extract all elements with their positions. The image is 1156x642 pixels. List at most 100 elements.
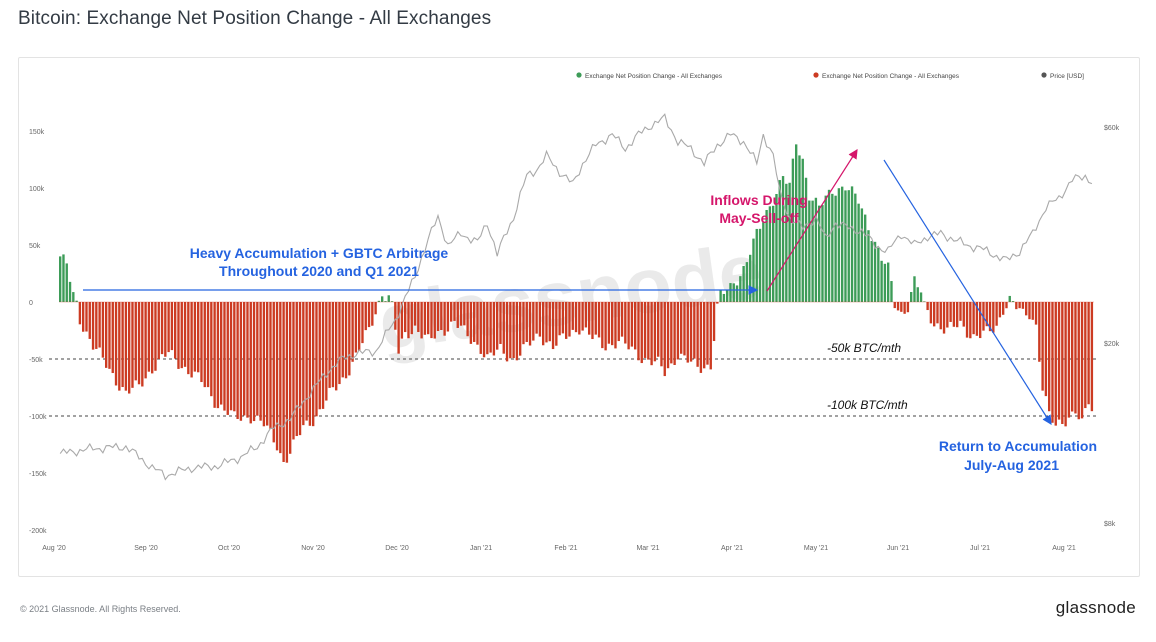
bar-98 <box>381 296 384 302</box>
bar-68 <box>282 302 285 462</box>
bar-21 <box>128 302 131 394</box>
bar-94 <box>367 302 371 328</box>
bar-107 <box>410 302 413 335</box>
bar-188 <box>676 302 680 360</box>
bar-232 <box>821 205 824 302</box>
bar-278 <box>972 302 975 335</box>
bar-269 <box>942 302 946 334</box>
bar-4 <box>72 292 75 302</box>
legend-marker-1 <box>813 72 819 78</box>
bar-282 <box>985 302 988 327</box>
bar-166 <box>604 302 607 351</box>
bar-285 <box>995 302 998 326</box>
bar-263 <box>923 301 926 302</box>
chart-legend: Exchange Net Position Change - All Excha… <box>576 72 1084 80</box>
bar-152 <box>558 302 561 336</box>
y-left-tick-7: -200k <box>29 528 47 535</box>
bar-33 <box>167 302 170 353</box>
bar-312 <box>1084 302 1087 409</box>
bar-227 <box>804 177 808 302</box>
bar-204 <box>729 283 732 302</box>
bar-238 <box>841 186 844 302</box>
bar-181 <box>653 302 657 362</box>
bar-81 <box>325 302 328 401</box>
bar-74 <box>302 302 305 426</box>
bar-313 <box>1087 302 1090 405</box>
bar-41 <box>193 302 197 372</box>
bar-0 <box>59 256 62 302</box>
bar-77 <box>312 302 315 427</box>
bar-298 <box>1038 302 1041 362</box>
bar-91 <box>358 302 361 351</box>
bar-42 <box>197 302 200 373</box>
net-position-bars <box>59 144 1094 463</box>
bar-144 <box>532 302 535 341</box>
glassnode-logo[interactable]: glassnode <box>1055 598 1136 617</box>
bar-53 <box>233 302 236 412</box>
bar-184 <box>663 302 666 377</box>
bar-51 <box>226 302 229 415</box>
bar-255 <box>896 302 900 311</box>
bar-84 <box>335 302 338 391</box>
bar-83 <box>331 302 335 388</box>
bar-37 <box>180 302 183 369</box>
bar-60 <box>256 302 259 416</box>
bar-294 <box>1025 302 1028 316</box>
bar-162 <box>591 302 594 340</box>
bar-6 <box>78 302 82 325</box>
annotation-return-arrow <box>883 159 1052 426</box>
legend-label-0: Exchange Net Position Change - All Excha… <box>585 73 723 80</box>
bar-113 <box>430 302 433 339</box>
bar-146 <box>538 302 542 337</box>
bar-130 <box>486 302 489 355</box>
bar-97 <box>377 300 381 302</box>
bar-67 <box>279 302 282 454</box>
bar-155 <box>568 302 571 337</box>
bar-76 <box>308 302 312 426</box>
bar-85 <box>338 302 341 385</box>
bar-140 <box>519 302 522 356</box>
bar-147 <box>542 302 545 346</box>
bar-289 <box>1008 295 1011 302</box>
bar-7 <box>82 302 85 332</box>
legend-label-2: Price [USD] <box>1050 73 1084 80</box>
bar-280 <box>979 302 982 339</box>
annotation-return-line2: July-Aug 2021 <box>964 457 1059 473</box>
bar-279 <box>975 302 979 336</box>
bar-169 <box>614 302 617 349</box>
bar-87 <box>344 302 348 379</box>
bar-88 <box>348 302 351 376</box>
copyright-text: © 2021 Glassnode. All Rights Reserved. <box>20 604 181 614</box>
bar-245 <box>864 214 867 302</box>
bar-8 <box>85 302 88 332</box>
x-tick-2: Oct '20 <box>218 545 240 552</box>
x-tick-6: Feb '21 <box>554 545 577 552</box>
bar-179 <box>647 302 650 360</box>
bar-55 <box>239 302 243 421</box>
bar-293 <box>1021 302 1025 309</box>
bar-135 <box>502 302 505 354</box>
x-tick-5: Jan '21 <box>470 545 492 552</box>
bar-268 <box>939 302 942 330</box>
bar-310 <box>1077 302 1080 420</box>
bar-30 <box>157 302 160 359</box>
bar-126 <box>473 302 476 342</box>
bar-301 <box>1048 302 1051 412</box>
bar-222 <box>788 182 791 302</box>
bar-111 <box>423 302 427 335</box>
bar-32 <box>164 302 167 357</box>
bar-118 <box>446 302 450 332</box>
bar-35 <box>174 302 177 359</box>
net-position-chart: Exchange Net Position Change - All Excha… <box>29 72 1120 552</box>
bar-38 <box>183 302 187 367</box>
bar-275 <box>962 302 965 327</box>
bar-295 <box>1028 302 1031 320</box>
bar-157 <box>574 302 578 333</box>
bar-203 <box>726 290 729 302</box>
bar-163 <box>594 302 597 335</box>
x-tick-1: Sep '20 <box>134 545 158 552</box>
bar-95 <box>371 302 374 326</box>
bar-151 <box>555 302 558 346</box>
bar-207 <box>739 276 742 302</box>
bar-57 <box>246 302 249 418</box>
